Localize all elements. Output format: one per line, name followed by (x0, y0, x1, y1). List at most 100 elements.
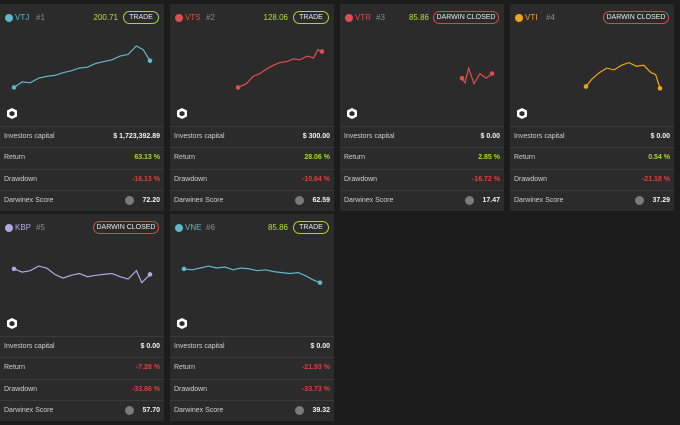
sparkline-endpoint (235, 85, 241, 90)
drawdown-value: -16.72 % (471, 175, 500, 183)
darwinex-score-value: 39.32 (312, 406, 330, 414)
investors-capital-label: Investors capital (344, 133, 395, 140)
darwin-card[interactable]: VTI #4 DARWIN CLOSED Investors capital $ 0.0… (510, 4, 674, 211)
return-value: 28.06 % (304, 154, 330, 162)
darwin-card[interactable]: VTR #3 85.86 DARWIN CLOSED Investors capital… (340, 4, 504, 211)
sparkline-endpoint (147, 58, 153, 64)
trade-button[interactable]: TRADE (293, 11, 329, 24)
investors-capital-value: $ 1,723,392.89 (113, 133, 160, 140)
darwin-card[interactable]: VTJ #1 200.71 TRADE Investors capital $ 1,723… (0, 4, 164, 211)
darwinex-score-value: 57.70 (142, 406, 160, 414)
drawdown-row: Drawdown -21.18 % (510, 168, 674, 190)
darwinex-score-value: 62.59 (312, 196, 330, 204)
drawdown-row: Drawdown -16.13 % (0, 168, 164, 190)
return-label: Return (4, 364, 26, 372)
sparkline-endpoint (147, 272, 153, 277)
score-badge-icon (295, 405, 304, 415)
drawdown-value: -21.18 % (641, 175, 670, 183)
sparkline-endpoint (181, 266, 187, 272)
sparkline-endpoint (11, 85, 17, 90)
ticker-color-dot (175, 224, 183, 232)
drawdown-row: Drawdown -33.73 % (170, 378, 334, 400)
score-badge-icon (295, 195, 304, 205)
return-label: Return (344, 154, 366, 162)
drawdown-label: Drawdown (4, 175, 38, 183)
card-header: VTI #4 DARWIN CLOSED (510, 4, 674, 126)
drawdown-label: Drawdown (174, 385, 208, 393)
darwinex-score-row: Darwinex Score 39.32 (170, 399, 334, 421)
darwin-card[interactable]: VTS #2 128.06 TRADE Investors capital $ 300.0… (170, 4, 334, 211)
score-badge-icon (465, 195, 474, 205)
investors-capital-value: $ 0.00 (480, 133, 500, 140)
return-value: -21.93 % (301, 364, 330, 372)
price-value: 85.86 (267, 223, 288, 232)
sparkline-chart (583, 61, 663, 91)
ticker-name[interactable]: VNE (185, 223, 202, 232)
drawdown-label: Drawdown (514, 175, 548, 183)
drawdown-value: -10.64 % (301, 175, 330, 183)
shield-icon (347, 108, 357, 119)
ticker-name[interactable]: VTJ (15, 13, 30, 22)
sparkline-chart (181, 265, 323, 285)
drawdown-label: Drawdown (174, 175, 208, 183)
return-value: 2.85 % (478, 154, 500, 162)
trade-button[interactable]: TRADE (293, 221, 329, 234)
rank-label: #5 (36, 223, 45, 232)
sparkline-path (461, 65, 493, 86)
ticker-name[interactable]: KBP (15, 223, 32, 232)
investors-capital-label: Investors capital (4, 343, 55, 350)
darwin-closed-button[interactable]: DARWIN CLOSED (93, 221, 159, 234)
darwin-closed-button[interactable]: DARWIN CLOSED (603, 11, 669, 24)
drawdown-value: -33.86 % (131, 385, 160, 393)
drawdown-label: Drawdown (4, 385, 38, 393)
card-header: KBP #5 DARWIN CLOSED (0, 214, 164, 336)
score-badge-icon (125, 405, 134, 415)
score-badge-icon (635, 195, 644, 205)
ticker-name[interactable]: VTS (185, 13, 201, 22)
ticker-name[interactable]: VTI (525, 13, 538, 22)
drawdown-value: -16.13 % (131, 175, 160, 183)
shield-icon (7, 318, 17, 329)
drawdown-row: Drawdown -16.72 % (340, 168, 504, 190)
return-value: -7.28 % (135, 364, 160, 372)
darwin-card[interactable]: VNE #6 85.86 TRADE Investors capital $ 0.00 Re… (170, 214, 334, 421)
darwinex-score-row: Darwinex Score 17.47 (340, 189, 504, 211)
rank-label: #3 (376, 13, 385, 22)
return-row: Return 0.54 % (510, 147, 674, 168)
price-value: 200.71 (93, 13, 118, 22)
sparkline-path (13, 45, 151, 88)
sparkline-endpoint (657, 86, 663, 91)
darwinex-score-row: Darwinex Score 72.20 (0, 189, 164, 211)
card-header: VTJ #1 200.71 TRADE (0, 4, 164, 126)
sparkline-chart (11, 265, 153, 284)
score-badge-icon (125, 195, 134, 205)
sparkline-path (237, 48, 323, 88)
ticker-color-dot (175, 14, 183, 22)
sparkline-endpoint (319, 49, 325, 54)
sparkline-path (13, 265, 151, 284)
darwinex-score-label: Darwinex Score (174, 406, 224, 414)
darwin-card[interactable]: KBP #5 DARWIN CLOSED Investors capital $ 0.0… (0, 214, 164, 421)
investors-capital-label: Investors capital (174, 133, 225, 140)
price-value: 85.86 (408, 13, 429, 22)
ticker-color-dot (515, 14, 523, 22)
investors-capital-label: Investors capital (4, 133, 55, 140)
card-header: VNE #6 85.86 TRADE (170, 214, 334, 336)
rank-label: #4 (546, 13, 555, 22)
investors-capital-value: $ 0.00 (650, 133, 670, 140)
sparkline-path (585, 61, 661, 89)
shield-icon (177, 318, 187, 329)
trade-button[interactable]: TRADE (123, 11, 159, 24)
darwin-closed-button[interactable]: DARWIN CLOSED (433, 11, 499, 24)
darwinex-score-label: Darwinex Score (4, 196, 54, 204)
sparkline-endpoint (583, 84, 589, 89)
ticker-color-dot (5, 14, 13, 22)
ticker-name[interactable]: VTR (355, 13, 371, 22)
investors-capital-value: $ 0.00 (140, 343, 160, 350)
return-label: Return (4, 154, 26, 162)
return-label: Return (174, 154, 196, 162)
shield-icon (517, 108, 527, 119)
return-row: Return 28.06 % (170, 147, 334, 168)
ticker-color-dot (345, 14, 353, 22)
darwinex-score-row: Darwinex Score 37.29 (510, 189, 674, 211)
